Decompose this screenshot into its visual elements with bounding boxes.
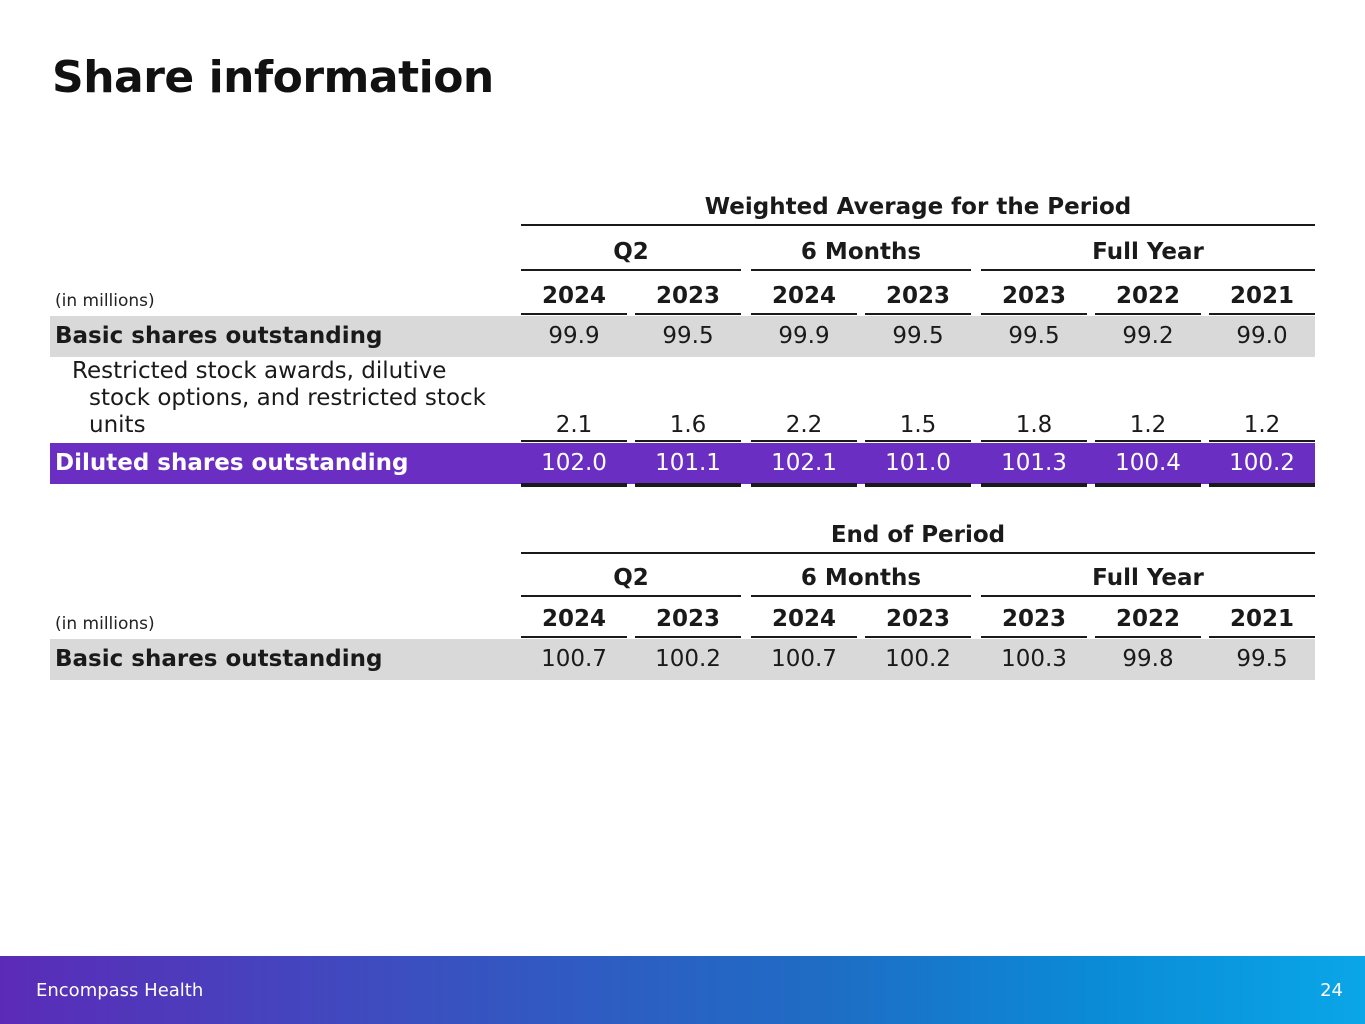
table-cell: 100.3: [1001, 646, 1067, 672]
table-cell: 101.0: [885, 450, 951, 476]
table-row-basic: Basic shares outstanding 100.7 100.2 100…: [50, 639, 1315, 680]
table-cell: 99.5: [662, 323, 714, 349]
brand-name: Encompass Health: [36, 980, 204, 1001]
table-cell: 99.5: [892, 323, 944, 349]
table-cell: 99.5: [1236, 646, 1288, 672]
year-header: 2023: [865, 606, 971, 638]
period-q2: Q2: [521, 565, 741, 597]
year-header: 2023: [635, 283, 741, 315]
double-underline: [981, 483, 1087, 487]
period-6-months: 6 Months: [751, 565, 971, 597]
period-q2: Q2: [521, 239, 741, 271]
double-underline: [1095, 483, 1201, 487]
table-cell: 2.1: [521, 410, 627, 442]
table-row-basic: Basic shares outstanding 99.9 99.5 99.9 …: [50, 316, 1315, 357]
table-cell: 100.2: [655, 646, 721, 672]
year-header: 2022: [1095, 606, 1201, 638]
table-cell: 1.2: [1095, 410, 1201, 442]
double-underline: [865, 483, 971, 487]
table-cell: 1.5: [865, 410, 971, 442]
table-cell: 100.2: [1229, 450, 1295, 476]
row-label-restricted: Restricted stock awards, dilutive stock …: [72, 358, 512, 439]
label-line: units: [89, 412, 146, 438]
table-cell: 1.2: [1209, 410, 1315, 442]
table-row-diluted: Diluted shares outstanding 102.0 101.1 1…: [50, 443, 1315, 484]
year-header: 2023: [981, 606, 1087, 638]
units-label: (in millions): [55, 614, 155, 634]
period-full-year: Full Year: [981, 239, 1315, 271]
year-header: 2021: [1209, 283, 1315, 315]
group-title: End of Period: [521, 522, 1315, 554]
page-title: Share information: [52, 52, 494, 103]
period-full-year: Full Year: [981, 565, 1315, 597]
table-cell: 99.9: [778, 323, 830, 349]
row-label: Diluted shares outstanding: [55, 450, 409, 476]
table-cell: 99.9: [548, 323, 600, 349]
year-header: 2021: [1209, 606, 1315, 638]
year-header: 2023: [865, 283, 971, 315]
table-cell: 99.8: [1122, 646, 1174, 672]
table-cell: 100.4: [1115, 450, 1181, 476]
table-cell: 102.0: [541, 450, 607, 476]
table-cell: 1.8: [981, 410, 1087, 442]
table-cell: 99.0: [1236, 323, 1288, 349]
row-label: Basic shares outstanding: [55, 646, 383, 672]
year-header: 2023: [981, 283, 1087, 315]
table-cell: 101.3: [1001, 450, 1067, 476]
label-line: Restricted stock awards, dilutive: [72, 358, 447, 384]
year-header: 2024: [751, 606, 857, 638]
double-underline: [1209, 483, 1315, 487]
label-line: stock options, and restricted stock: [89, 385, 486, 411]
year-header: 2024: [521, 606, 627, 638]
table-cell: 2.2: [751, 410, 857, 442]
page-number: 24: [1320, 980, 1343, 1001]
double-underline: [635, 483, 741, 487]
table-cell: 100.2: [885, 646, 951, 672]
table-cell: 1.6: [635, 410, 741, 442]
double-underline: [521, 483, 627, 487]
table-cell: 101.1: [655, 450, 721, 476]
table-cell: 99.2: [1122, 323, 1174, 349]
year-header: 2022: [1095, 283, 1201, 315]
year-header: 2023: [635, 606, 741, 638]
row-label: Basic shares outstanding: [55, 323, 383, 349]
table-cell: 100.7: [541, 646, 607, 672]
year-header: 2024: [521, 283, 627, 315]
table-cell: 100.7: [771, 646, 837, 672]
table-cell: 102.1: [771, 450, 837, 476]
footer-bar: Encompass Health 24: [0, 956, 1365, 1024]
group-title: Weighted Average for the Period: [521, 194, 1315, 226]
units-label: (in millions): [55, 291, 155, 311]
double-underline: [751, 483, 857, 487]
table-cell: 99.5: [1008, 323, 1060, 349]
year-header: 2024: [751, 283, 857, 315]
period-6-months: 6 Months: [751, 239, 971, 271]
